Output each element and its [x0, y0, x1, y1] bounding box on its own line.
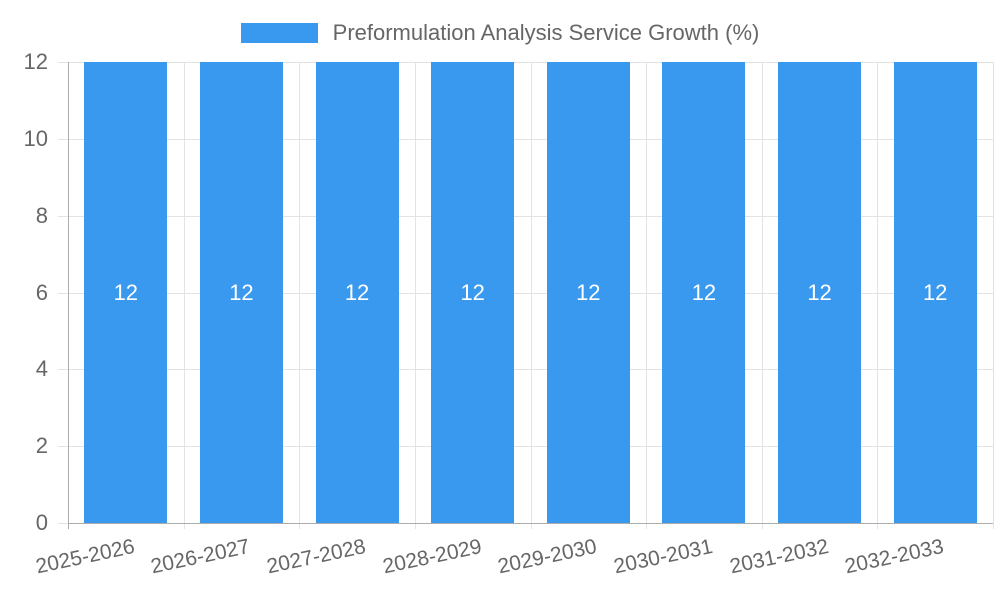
y-tick-label: 2: [35, 433, 48, 459]
x-axis-line: [68, 523, 993, 524]
bar-value-label: 12: [344, 279, 370, 305]
y-tick-mark: [58, 292, 68, 294]
legend-label: Preformulation Analysis Service Growth (…: [332, 20, 760, 45]
bar-2032-2033[interactable]: 12: [893, 62, 977, 523]
v-gridline: [877, 62, 879, 529]
y-tick-mark: [58, 62, 68, 63]
y-tick-label: 0: [35, 510, 48, 535]
v-gridline: [646, 62, 648, 529]
legend-swatch: [240, 23, 318, 43]
bar-value-label: 12: [691, 279, 717, 305]
v-gridline: [530, 62, 532, 529]
v-gridline: [761, 62, 763, 529]
bar-2031-2032[interactable]: 12: [778, 62, 862, 523]
bar-2027-2028[interactable]: 12: [315, 62, 399, 523]
plot-area: 12 12 12 12 12 12 12 12 0 2 4 6 8 10 12 2025-2026 2026…: [24, 49, 994, 578]
bar-value-label: 12: [576, 279, 601, 305]
bar-2029-2030[interactable]: 12: [546, 62, 630, 523]
bar-value-label: 12: [229, 279, 254, 305]
bar-2028-2029[interactable]: 12: [431, 62, 515, 523]
y-tick-label: 4: [35, 356, 48, 382]
bar-2026-2027[interactable]: 12: [199, 62, 283, 523]
y-tick-mark: [58, 369, 68, 371]
bar-value-label: 12: [460, 279, 485, 305]
y-tick-label: 12: [23, 49, 48, 74]
v-gridline: [414, 62, 416, 529]
bar-value-label: 12: [922, 279, 948, 305]
bar-value-label: 12: [807, 279, 832, 305]
y-axis-line: [68, 62, 69, 529]
y-tick-label: 8: [35, 202, 48, 228]
bar-2025-2026[interactable]: 12: [84, 62, 168, 523]
v-gridline: [993, 62, 994, 529]
y-tick-mark: [58, 138, 68, 140]
v-gridline: [299, 62, 301, 529]
y-tick-mark: [58, 446, 68, 448]
v-gridline: [183, 62, 185, 529]
bar-2030-2031[interactable]: 12: [662, 62, 746, 523]
y-tick-label: 6: [35, 279, 48, 305]
chart-legend-item[interactable]: Preformulation Analysis Service Growth (…: [0, 21, 1000, 45]
y-tick-label: 10: [23, 125, 48, 151]
y-tick-mark: [58, 523, 68, 524]
y-tick-mark: [58, 215, 68, 217]
bar-value-label: 12: [113, 279, 139, 305]
